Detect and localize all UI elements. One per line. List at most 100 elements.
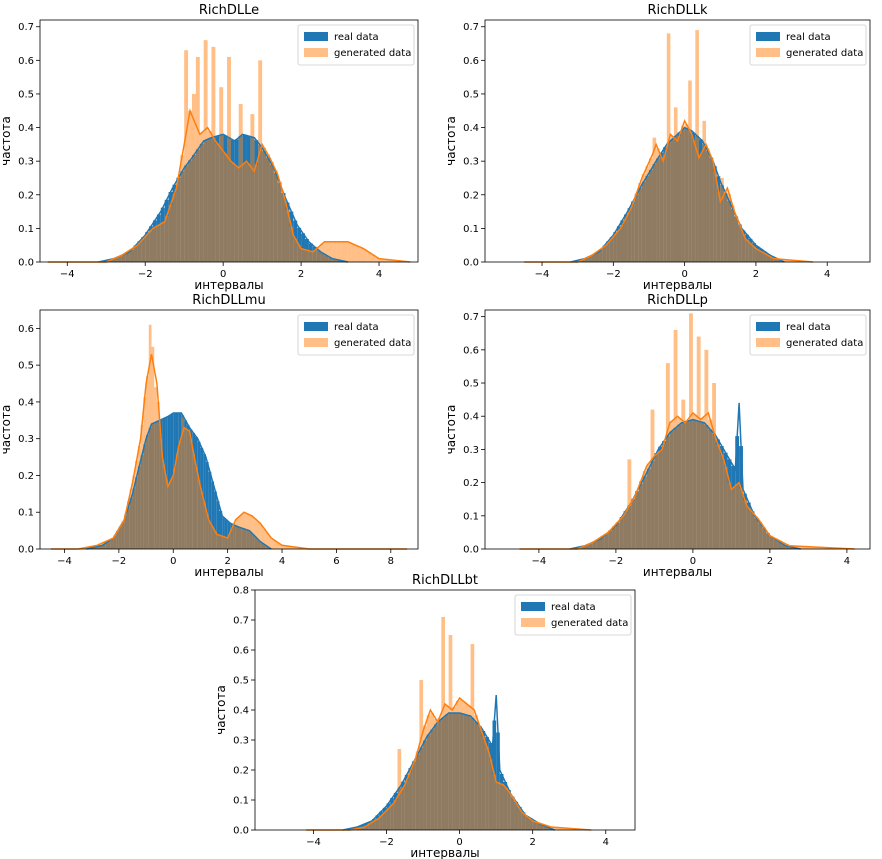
generated-bar bbox=[659, 156, 664, 262]
generated-bar bbox=[706, 148, 710, 262]
generated-bar bbox=[624, 218, 628, 262]
generated-bar bbox=[233, 522, 236, 549]
generated-bar bbox=[561, 827, 566, 830]
generated-bar bbox=[234, 166, 239, 262]
generated-bar bbox=[434, 719, 438, 830]
legend-label-real: real data bbox=[334, 322, 379, 333]
generated-bar bbox=[224, 537, 228, 549]
generated-bar bbox=[328, 241, 333, 262]
generated-bar bbox=[141, 238, 146, 262]
generated-bar bbox=[375, 819, 380, 830]
generated-bar bbox=[293, 238, 298, 262]
generated-bar bbox=[219, 87, 224, 262]
chart-title: RichDLLk bbox=[647, 3, 708, 18]
generated-bar bbox=[281, 194, 286, 262]
generated-bar bbox=[121, 254, 126, 262]
legend-label-real: real data bbox=[786, 322, 831, 333]
generated-bar bbox=[223, 153, 228, 262]
generated-bar bbox=[658, 451, 663, 549]
generated-bar bbox=[257, 522, 261, 549]
generated-bar bbox=[279, 544, 283, 549]
legend-swatch-real bbox=[756, 32, 780, 41]
x-tick-label: −4 bbox=[306, 837, 321, 848]
y-tick-label: 0.7 bbox=[463, 22, 479, 33]
generated-bar bbox=[641, 174, 646, 262]
generated-bar bbox=[616, 230, 621, 262]
generated-bar bbox=[137, 243, 142, 262]
generated-bar bbox=[499, 784, 504, 830]
generated-bar bbox=[189, 438, 193, 549]
generated-bar bbox=[635, 490, 639, 549]
generated-bar bbox=[812, 546, 817, 549]
generated-bar bbox=[459, 699, 464, 830]
generated-bar bbox=[230, 162, 235, 262]
generated-bar bbox=[620, 225, 625, 262]
generated-bar bbox=[277, 181, 282, 262]
y-tick-label: 0.5 bbox=[463, 89, 479, 100]
real-kde-line bbox=[98, 133, 349, 263]
generated-bar bbox=[105, 541, 108, 549]
generated-bar bbox=[415, 751, 420, 830]
generated-bar bbox=[800, 546, 805, 549]
generated-bar bbox=[592, 541, 597, 549]
y-tick-label: 0.1 bbox=[463, 224, 479, 235]
generated-bar bbox=[723, 191, 728, 262]
generated-bar bbox=[536, 822, 540, 830]
generated-bar bbox=[554, 827, 559, 830]
generated-bar bbox=[419, 680, 424, 830]
y-tick-label: 0.5 bbox=[18, 361, 34, 372]
generated-bar bbox=[591, 254, 596, 262]
generated-bar bbox=[199, 132, 204, 262]
plot-frame bbox=[484, 309, 871, 550]
generated-bar bbox=[184, 428, 187, 549]
generated-bar bbox=[265, 532, 269, 549]
generated-bar bbox=[125, 251, 130, 262]
generated-bar bbox=[390, 260, 395, 262]
generated-bar bbox=[235, 518, 239, 549]
generated-bar bbox=[712, 383, 716, 549]
y-tick-label: 0.6 bbox=[233, 646, 249, 657]
x-tick-label: 0 bbox=[170, 556, 176, 567]
generated-kde-line bbox=[50, 353, 408, 550]
generated-bar bbox=[211, 46, 216, 263]
legend-swatch-real bbox=[304, 322, 328, 331]
generated-bar bbox=[758, 521, 763, 549]
generated-bar bbox=[295, 547, 299, 549]
generated-bar bbox=[788, 260, 792, 262]
generated-bar bbox=[145, 234, 150, 262]
generated-bar bbox=[290, 546, 293, 549]
generated-bar bbox=[595, 251, 600, 262]
y-axis-label: частота bbox=[214, 685, 228, 735]
x-axis-label: интервалы bbox=[194, 565, 263, 579]
y-tick-label: 0.2 bbox=[233, 766, 249, 777]
y-axis-label: частота bbox=[444, 116, 458, 166]
generated-bar bbox=[146, 376, 149, 549]
generated-bar bbox=[739, 488, 743, 549]
generated-bar bbox=[102, 542, 106, 549]
generated-bar bbox=[496, 782, 500, 830]
generated-bar bbox=[670, 135, 674, 262]
y-axis-label: частота bbox=[0, 405, 13, 455]
x-tick-label: 0 bbox=[690, 556, 696, 567]
generated-bar bbox=[114, 257, 118, 262]
generated-bar bbox=[474, 715, 478, 830]
chart-panel-RichDLLp: −4 −2 0 2 4 0.0 0.1 0.2 0.3 0.4 0.5 0.6 0.7 RichDLLp и… bbox=[444, 293, 871, 579]
generated-bar bbox=[151, 346, 155, 549]
legend-box bbox=[514, 594, 632, 636]
generated-bar bbox=[691, 140, 696, 262]
y-tick-label: 0.6 bbox=[18, 324, 34, 335]
y-tick-label: 0.6 bbox=[463, 56, 479, 67]
generated-bar bbox=[271, 538, 274, 549]
legend-swatch-real bbox=[756, 322, 780, 331]
generated-bar bbox=[529, 819, 533, 830]
generated-bar bbox=[238, 515, 242, 549]
generated-bar bbox=[191, 93, 196, 262]
generated-bar bbox=[250, 114, 255, 262]
generated-bar bbox=[355, 246, 360, 262]
generated-bar bbox=[116, 531, 119, 549]
generated-bar bbox=[336, 241, 341, 262]
generated-bar bbox=[301, 249, 305, 262]
generated-bar bbox=[656, 148, 660, 262]
generated-bar bbox=[282, 545, 285, 549]
generated-bar bbox=[285, 209, 290, 262]
